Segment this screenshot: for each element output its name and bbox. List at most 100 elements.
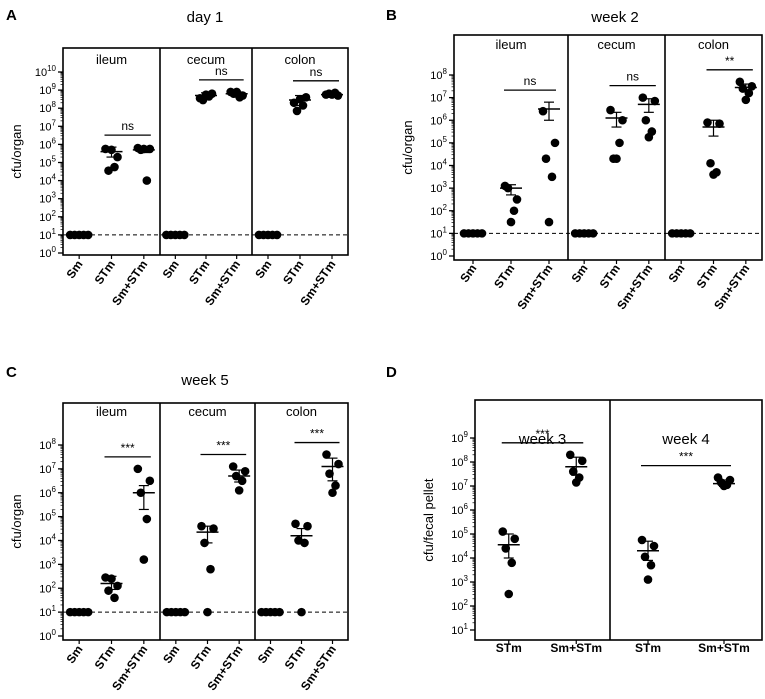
y-tick-label: 108 [430,67,447,82]
panel-letter: D [386,364,397,381]
data-point [83,230,93,240]
data-point [703,118,712,127]
y-tick-label: 106 [430,112,447,127]
plot-frame [474,399,763,641]
data-point [501,544,511,553]
y-tick-label: 107 [451,478,468,493]
y-tick-label: 101 [430,225,447,240]
y-axis-label: cfu/organ [400,120,415,174]
section-label: colon [286,404,317,419]
section-label: ileum [96,52,127,67]
data-point [510,534,520,544]
y-tick-label: 103 [39,191,56,206]
significance-label: ns [626,70,639,84]
data-point [544,217,554,227]
category-label: STm [92,258,118,287]
category-label: STm [92,643,118,672]
data-point [303,521,312,531]
data-point [328,488,337,498]
category-label: Sm [160,258,182,281]
section-label: ileum [96,404,127,419]
data-point [504,589,514,599]
y-tick-label: 106 [451,502,468,517]
data-point [142,514,152,524]
data-point [512,195,522,204]
data-point [322,450,331,459]
data-point [228,462,238,471]
y-tick-label: 101 [39,227,56,242]
y-tick-label: 103 [430,180,447,195]
section-label: colon [284,52,315,67]
category-label: STm [491,262,517,291]
panel-letter: A [6,7,17,24]
category-label: STm [280,258,306,287]
y-axis: 100 101 102 103 104 105 106 107 108 [39,437,63,643]
y-tick-label: 109 [451,430,468,445]
data-point [110,593,119,603]
data-point [197,521,206,531]
y-tick-label: 102 [430,203,447,218]
category-label: STm [694,262,720,291]
y-tick-label: 101 [451,622,468,637]
category-label: Sm [457,262,479,285]
data-point [568,467,578,476]
category-label: STm [597,262,623,291]
data-point [615,138,624,148]
category-label: Sm+STm [698,641,750,655]
data-point [550,138,560,148]
data-point [331,481,340,490]
y-tick-label: 104 [39,173,56,188]
data-point [641,115,651,125]
data-point [145,476,155,486]
y-axis: 101 102 103 104 105 106 107 108 109 [451,430,475,637]
y-tick-label: 105 [451,526,468,541]
data-point [588,229,598,238]
data-point [646,560,656,570]
category-label: Sm+STm [550,641,602,655]
data-point [644,132,654,142]
y-tick-label: 105 [39,155,56,170]
data-point [706,158,715,168]
data-point [133,464,143,474]
y-tick-label: 108 [451,454,468,469]
data-point [180,230,189,240]
y-tick-label: 105 [430,135,447,150]
significance-label: ** [725,54,735,68]
data-point [104,586,113,595]
significance-label: ns [310,65,323,79]
category-label: STm [186,258,212,287]
category-label: Sm [160,643,182,666]
y-tick-label: 108 [39,437,56,452]
data-point [571,478,581,487]
significance-label: *** [121,441,135,455]
category-label: Sm [568,262,590,285]
significance-label: ns [215,64,228,78]
y-tick-label: 104 [430,158,447,173]
category-label: STm [188,643,214,672]
data-point [275,607,284,617]
y-axis-label: cfu/organ [9,124,24,178]
category-label: Sm+STm [514,262,555,312]
data-point [509,206,519,216]
section-label: colon [698,37,729,52]
category-label: STm [496,641,522,655]
y-tick-label: 103 [39,556,56,571]
y-tick-label: 100 [39,245,56,260]
data-point [638,93,648,102]
panel-title: day 1 [187,9,224,26]
y-axis-label: cfu/fecal pellet [421,478,436,561]
data-point [577,456,587,466]
y-tick-label: 105 [39,509,56,524]
data-point [643,575,653,584]
y-tick-label: 102 [451,598,468,613]
data-point [709,170,718,179]
data-point [640,552,650,562]
